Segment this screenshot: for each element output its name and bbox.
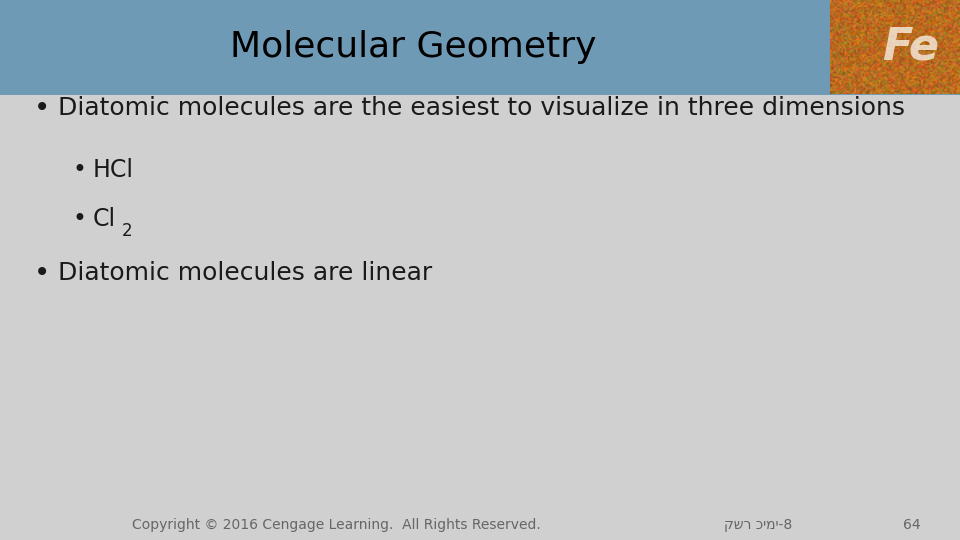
- Bar: [0, 0, 960, 94]
- Text: 64: 64: [903, 518, 921, 532]
- Text: •: •: [34, 259, 50, 287]
- Text: Cl: Cl: [93, 207, 116, 231]
- Text: קשר כימי-8: קשר כימי-8: [724, 518, 793, 532]
- Text: 2: 2: [122, 221, 132, 240]
- Text: HCl: HCl: [93, 158, 134, 182]
- Text: Molecular Geometry: Molecular Geometry: [229, 30, 596, 64]
- Text: Fe: Fe: [882, 26, 939, 69]
- Text: Diatomic molecules are the easiest to visualize in three dimensions: Diatomic molecules are the easiest to vi…: [58, 96, 904, 120]
- Text: •: •: [72, 158, 85, 182]
- Text: •: •: [34, 94, 50, 122]
- Text: Copyright © 2016 Cengage Learning.  All Rights Reserved.: Copyright © 2016 Cengage Learning. All R…: [132, 518, 540, 532]
- Text: Diatomic molecules are linear: Diatomic molecules are linear: [58, 261, 432, 285]
- Text: •: •: [72, 207, 85, 231]
